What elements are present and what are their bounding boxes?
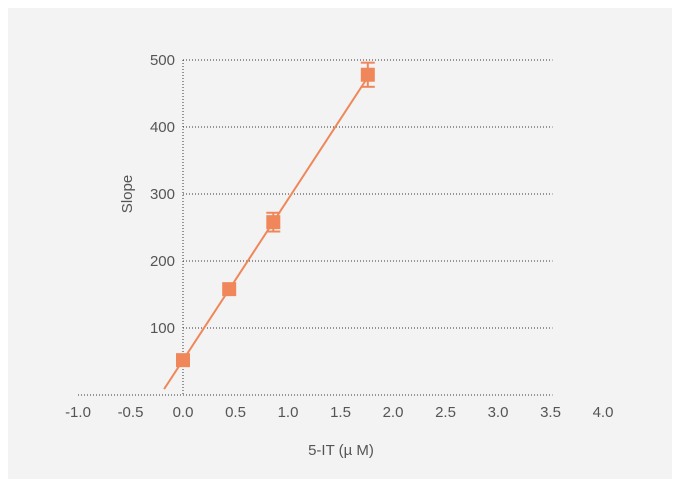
x-tick-label-1: -0.5 xyxy=(118,404,144,421)
y-tick-label-4: 500 xyxy=(150,52,175,69)
data-points xyxy=(176,61,375,368)
x-tick-label-3: 0.5 xyxy=(225,404,246,421)
x-tick-label-4: 1.0 xyxy=(278,404,299,421)
tick-labels: 100 200 300 400 500 -1.0 -0.5 0.0 0.5 1.0 1.5 2.0 2.… xyxy=(65,52,613,421)
x-tick-label-2: 0.0 xyxy=(173,404,194,421)
y-tick-label-3: 400 xyxy=(150,119,175,136)
x-tick-label-5: 1.5 xyxy=(330,404,351,421)
y-axis-title: Slope xyxy=(119,175,136,213)
y-tick-label-0: 100 xyxy=(150,320,175,337)
data-point-1 xyxy=(222,282,237,297)
chart: 100 200 300 400 500 -1.0 -0.5 0.0 0.5 1.0 1.5 2.0 2.… xyxy=(65,52,613,459)
x-tick-label-6: 2.0 xyxy=(383,404,404,421)
y-tick-label-2: 300 xyxy=(150,186,175,203)
axes xyxy=(78,60,553,396)
y-tick-label-1: 200 xyxy=(150,253,175,270)
x-axis-title: 5-IT (µ M) xyxy=(308,442,374,459)
data-point-2 xyxy=(266,215,281,230)
x-tick-label-9: 3.5 xyxy=(540,404,561,421)
x-tick-label-8: 3.0 xyxy=(488,404,509,421)
data-point-3 xyxy=(360,67,375,82)
gridlines xyxy=(183,59,553,329)
x-tick-label-0: -1.0 xyxy=(65,404,91,421)
x-tick-label-10: 4.0 xyxy=(593,404,614,421)
chart-panel: 100 200 300 400 500 -1.0 -0.5 0.0 0.5 1.0 1.5 2.0 2.… xyxy=(8,8,672,479)
x-tick-label-7: 2.5 xyxy=(435,404,456,421)
data-point-0 xyxy=(176,353,190,368)
